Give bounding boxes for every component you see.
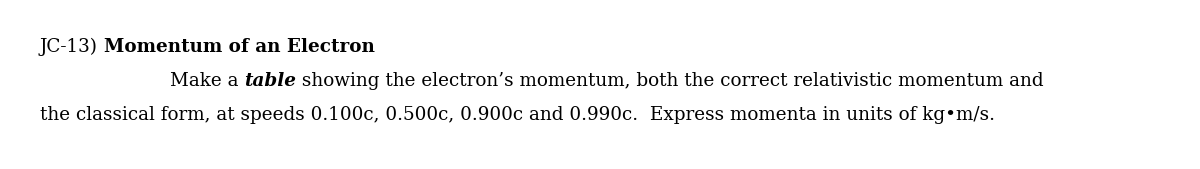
Text: Make a: Make a	[170, 72, 245, 90]
Text: the classical form, at speeds 0.100c, 0.500c, 0.900c and 0.990c.  Express moment: the classical form, at speeds 0.100c, 0.…	[40, 106, 995, 124]
Text: table: table	[245, 72, 296, 90]
Text: Momentum of an Electron: Momentum of an Electron	[104, 38, 374, 56]
Text: JC-13): JC-13)	[40, 38, 104, 56]
Text: showing the electron’s momentum, both the correct relativistic momentum and: showing the electron’s momentum, both th…	[296, 72, 1044, 90]
